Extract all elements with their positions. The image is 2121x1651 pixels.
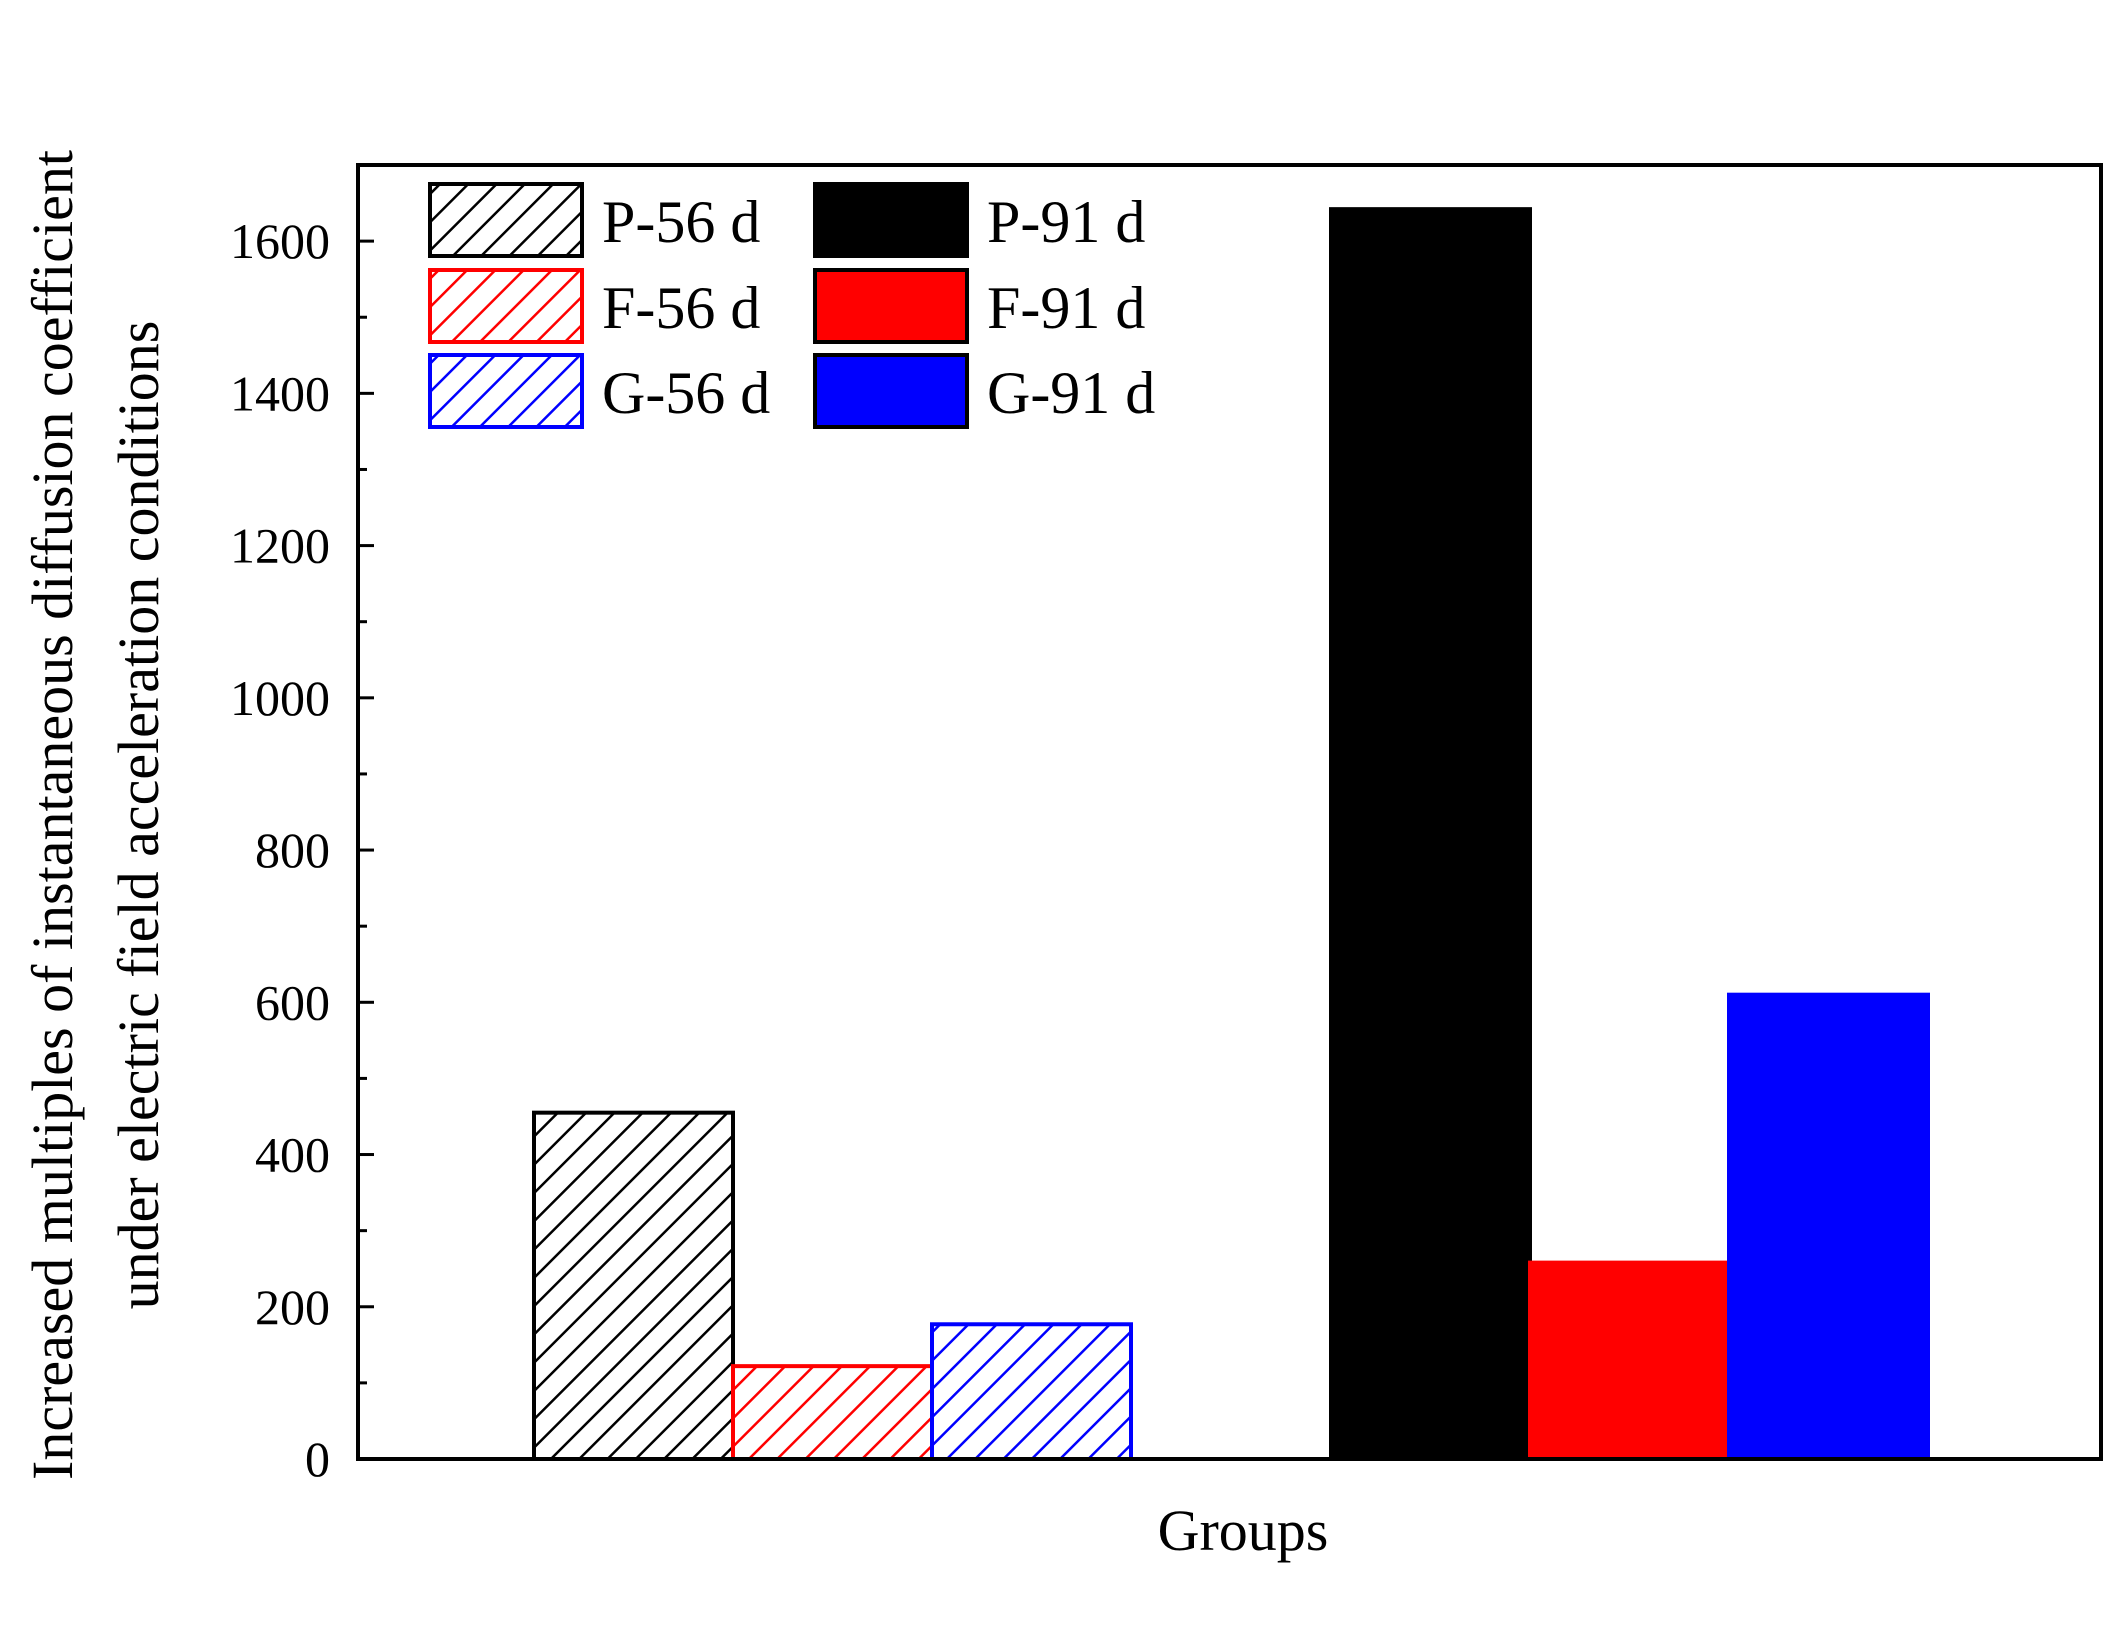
legend-swatch-p-91-d (813, 182, 969, 258)
y-axis-label-line-2: under electric field acceleration condit… (106, 321, 171, 1310)
y-tick-label-0: 0 (305, 1431, 330, 1487)
legend-swatch-p-56-d (428, 182, 584, 258)
legend-swatch-f-56-d (428, 268, 584, 344)
x-axis-label: Groups (1158, 1498, 1329, 1563)
bar-g-91-d (1727, 992, 1930, 1462)
y-axis-label: Increased multiples of instantaneous dif… (20, 150, 171, 1480)
y-tick-label-1600: 1600 (230, 213, 330, 269)
y-tick-label-1200: 1200 (230, 518, 330, 574)
bar-p-91-d (1329, 207, 1532, 1462)
legend-label-f-91-d: F-91 d (987, 275, 1145, 341)
legend-swatch-g-91-d (813, 353, 969, 429)
legend-label-g-91-d: G-91 d (987, 360, 1155, 426)
y-tick-label-600: 600 (255, 974, 330, 1030)
legend: P-56 d F-56 d G-56 d P-91 d F-91 d G-91 d (428, 182, 1155, 429)
bar-f-91-d (1528, 1260, 1731, 1461)
plot-frame (356, 163, 2103, 1461)
legend-label-p-91-d: P-91 d (987, 189, 1145, 255)
y-axis-label-line-1: Increased multiples of instantaneous dif… (20, 150, 85, 1480)
y-tick-label-1000: 1000 (230, 670, 330, 726)
bar-f-56-d (731, 1364, 934, 1462)
legend-swatch-g-56-d (428, 353, 584, 429)
legend-swatch-f-91-d (813, 268, 969, 344)
bars-layer (532, 207, 1930, 1462)
y-tick-label-1400: 1400 (230, 365, 330, 421)
bar-p-56-d (532, 1110, 735, 1461)
bar-g-56-d (930, 1322, 1133, 1461)
y-tick-label-800: 800 (255, 822, 330, 878)
y-axis-tick-labels: 0 200 400 600 800 1000 1200 1400 1600 (230, 213, 330, 1487)
legend-label-p-56-d: P-56 d (602, 189, 760, 255)
y-tick-label-200: 200 (255, 1279, 330, 1335)
legend-label-g-56-d: G-56 d (602, 360, 770, 426)
y-tick-label-400: 400 (255, 1127, 330, 1183)
y-axis-ticks (358, 163, 374, 1461)
legend-label-f-56-d: F-56 d (602, 275, 760, 341)
